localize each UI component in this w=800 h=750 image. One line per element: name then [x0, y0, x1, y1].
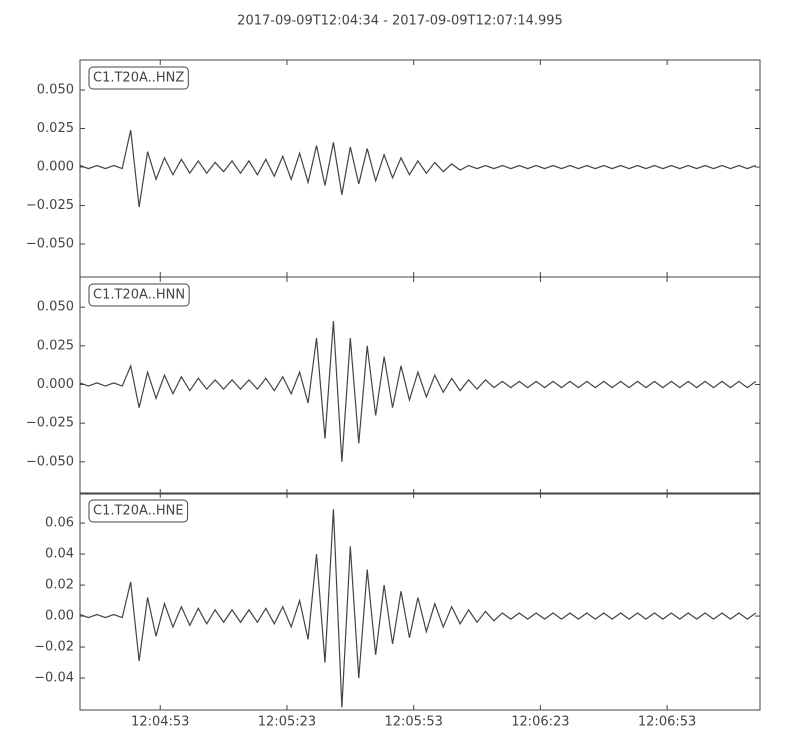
y-tick-label: −0.02 [34, 640, 74, 655]
axes-frame [79, 276, 761, 495]
y-tick-label: 0.000 [37, 377, 74, 392]
y-tick-label: −0.050 [26, 454, 74, 469]
x-tick-label: 12:06:23 [511, 715, 569, 730]
y-tick-label: −0.04 [34, 671, 74, 686]
trace-label: C1.T20A..HNZ [93, 71, 184, 86]
trace-label: C1.T20A..HNE [93, 504, 184, 519]
waveform [79, 129, 757, 208]
y-tick-label: 0.050 [37, 83, 74, 98]
x-tick-label: 12:05:53 [384, 715, 442, 730]
trace-label-box [88, 499, 189, 523]
y-tick-label: 0.025 [37, 121, 74, 136]
figure-title: 2017-09-09T12:04:34 - 2017-09-09T12:07:1… [237, 14, 563, 29]
x-tick-label: 12:05:23 [258, 715, 316, 730]
y-tick-label: −0.025 [26, 198, 74, 213]
trace-label-box [88, 283, 190, 307]
axes-frame [79, 492, 761, 711]
y-tick-label: 0.050 [37, 300, 74, 315]
trace-label-box [88, 66, 189, 90]
y-tick-label: 0.00 [45, 609, 74, 624]
y-tick-label: 0.025 [37, 338, 74, 353]
x-tick-label: 12:04:53 [131, 715, 189, 730]
waveform [79, 509, 757, 708]
axes-frame [79, 59, 761, 278]
waveform [79, 321, 757, 462]
x-tick-label: 12:06:53 [638, 715, 696, 730]
y-tick-label: 0.04 [45, 547, 74, 562]
y-tick-label: 0.000 [37, 160, 74, 175]
trace-label: C1.T20A..HNN [93, 288, 185, 303]
y-tick-label: 0.02 [45, 578, 74, 593]
y-tick-label: −0.025 [26, 416, 74, 431]
y-tick-label: −0.050 [26, 237, 74, 252]
y-tick-label: 0.06 [45, 516, 74, 531]
